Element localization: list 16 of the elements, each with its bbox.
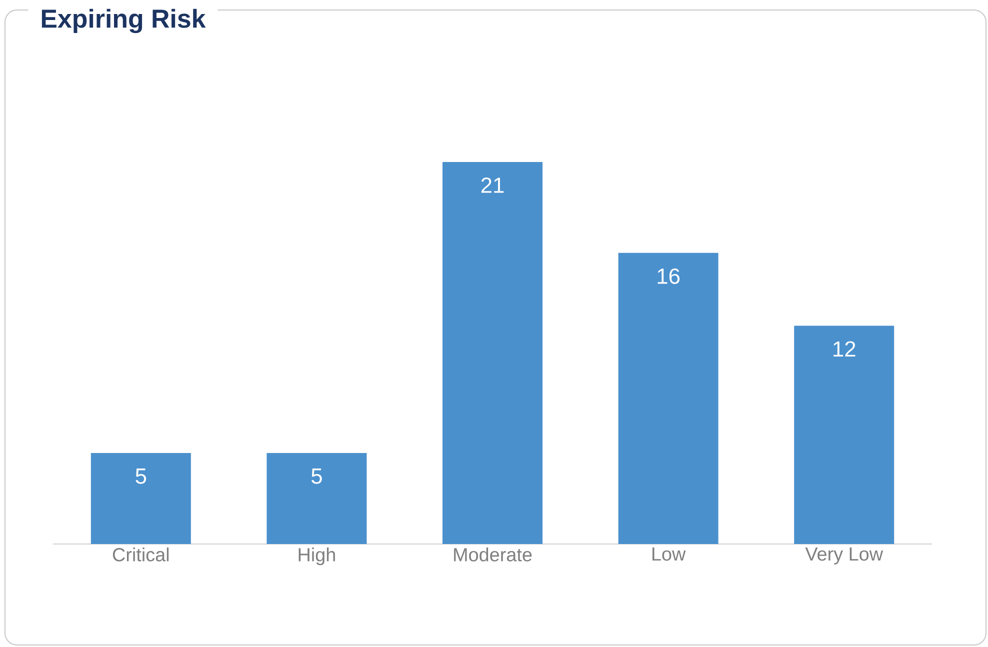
x-tick-label: Very Low bbox=[805, 548, 884, 564]
bar bbox=[266, 453, 367, 544]
bar bbox=[90, 453, 191, 544]
chart-title: Expiring Risk bbox=[42, 8, 206, 34]
data-label: 5 bbox=[311, 468, 322, 484]
bar bbox=[618, 252, 718, 544]
x-tick-label: Moderate bbox=[454, 548, 532, 562]
bar bbox=[794, 326, 894, 544]
data-label: 5 bbox=[136, 468, 146, 484]
x-tick-label: Critical bbox=[112, 548, 169, 562]
data-label: 16 bbox=[658, 268, 680, 284]
bar bbox=[442, 162, 543, 544]
x-tick-label: High bbox=[298, 548, 335, 566]
data-label: 21 bbox=[481, 177, 504, 193]
x-tick-label: Low bbox=[652, 548, 686, 561]
data-label: 12 bbox=[834, 341, 856, 357]
